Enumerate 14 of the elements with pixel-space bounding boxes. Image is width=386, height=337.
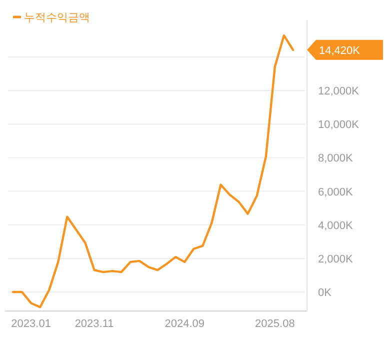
y-tick-label: 8,000K — [318, 152, 354, 165]
x-tick-label: 2023.01 — [11, 318, 51, 330]
x-tick-label: 2025.08 — [255, 318, 295, 330]
y-tick-label: 0K — [318, 287, 332, 300]
y-tick-label: 12,000K — [318, 86, 360, 98]
y-tick-label: 10,000K — [318, 119, 360, 132]
x-tick-label: 2023.11 — [74, 318, 114, 330]
text: 14,420K — [319, 44, 361, 57]
y-tick-label: 4,000K — [318, 220, 354, 232]
legend-label: 누적수익금액 — [24, 12, 90, 24]
line-series — [12, 34, 294, 308]
y-tick-label: 2,000K — [318, 253, 354, 266]
x-tick-label: 2024.09 — [164, 318, 204, 330]
y-tick-label: 6,000K — [318, 186, 354, 198]
